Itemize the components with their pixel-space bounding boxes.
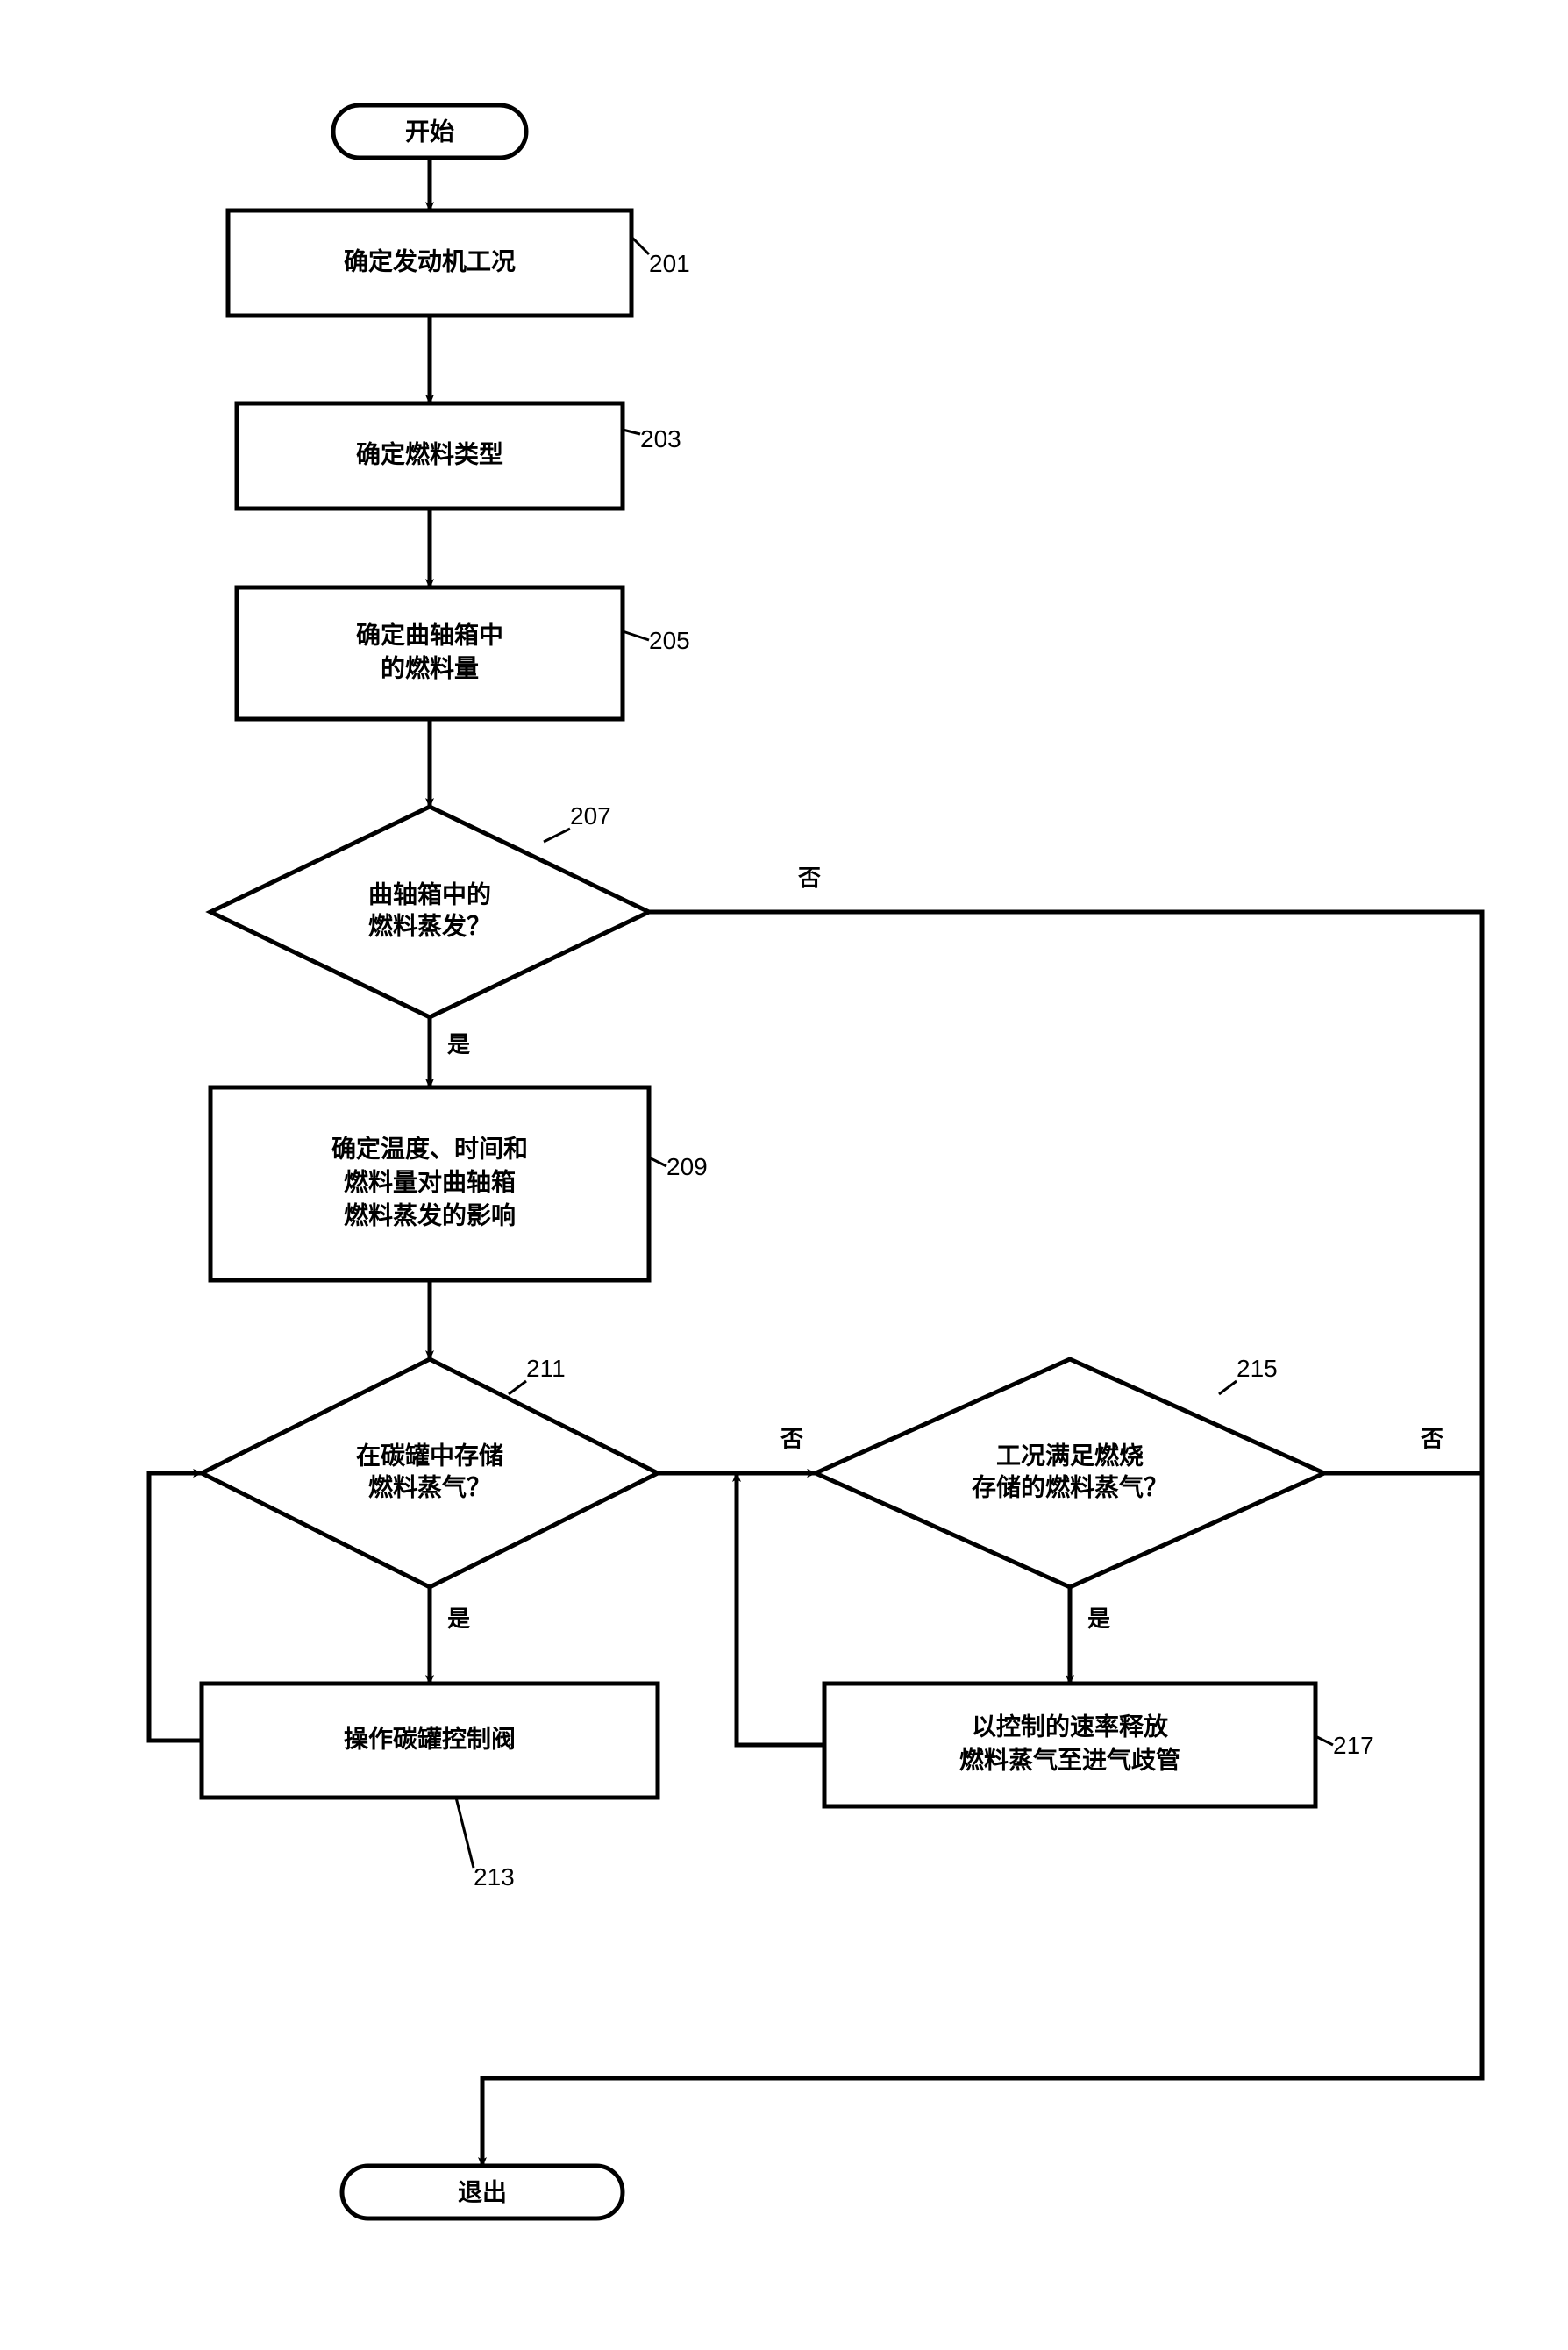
ref-number: 203 [640,425,681,452]
terminal-label: 退出 [458,2178,507,2205]
decision-label: 存储的燃料蒸气？ [972,1472,1168,1500]
no-label: 否 [1421,1426,1443,1452]
ref-number: 215 [1237,1355,1278,1382]
process-label: 确定燃料类型 [356,439,503,467]
yes-label: 是 [447,1606,470,1632]
decision-label: 曲轴箱中的 [368,879,491,908]
ref-number: 205 [649,627,690,654]
process-label: 操作碳罐控制阀 [344,1724,516,1752]
process-label: 燃料量对曲轴箱 [344,1167,516,1195]
process-label: 确定发动机工况 [344,246,516,274]
decision-label: 燃料蒸发？ [368,911,491,939]
process-label: 的燃料量 [381,653,479,681]
decision-label: 燃料蒸气？ [368,1473,491,1500]
ref-number: 201 [649,250,690,277]
ref-number: 211 [526,1355,566,1382]
ref-number: 207 [570,802,611,830]
process-label: 以控制的速率释放 [972,1712,1169,1740]
process-label: 确定曲轴箱中 [356,620,503,648]
yes-label: 是 [447,1031,470,1058]
ref-number: 213 [474,1863,515,1891]
process-label: 燃料蒸发的影响 [344,1200,516,1228]
ref-number: 209 [666,1153,708,1180]
decision-label: 在碳罐中存储 [356,1441,503,1469]
yes-label: 是 [1087,1606,1110,1632]
process-p205 [237,588,623,719]
flowchart-diagram: 开始退出 确定发动机工况 201 确定燃料类型 203 确定曲轴箱中的燃料量 205 确定温度… [35,35,1533,2315]
process-p217 [824,1684,1315,1806]
process-label: 燃料蒸气至进气歧管 [959,1745,1180,1773]
process-label: 确定温度、时间和 [331,1134,528,1162]
no-label: 否 [780,1426,803,1452]
decision-label: 工况满足燃烧 [996,1442,1144,1469]
ref-number: 217 [1333,1732,1374,1759]
no-label: 否 [798,865,821,891]
terminal-label: 开始 [405,118,454,145]
